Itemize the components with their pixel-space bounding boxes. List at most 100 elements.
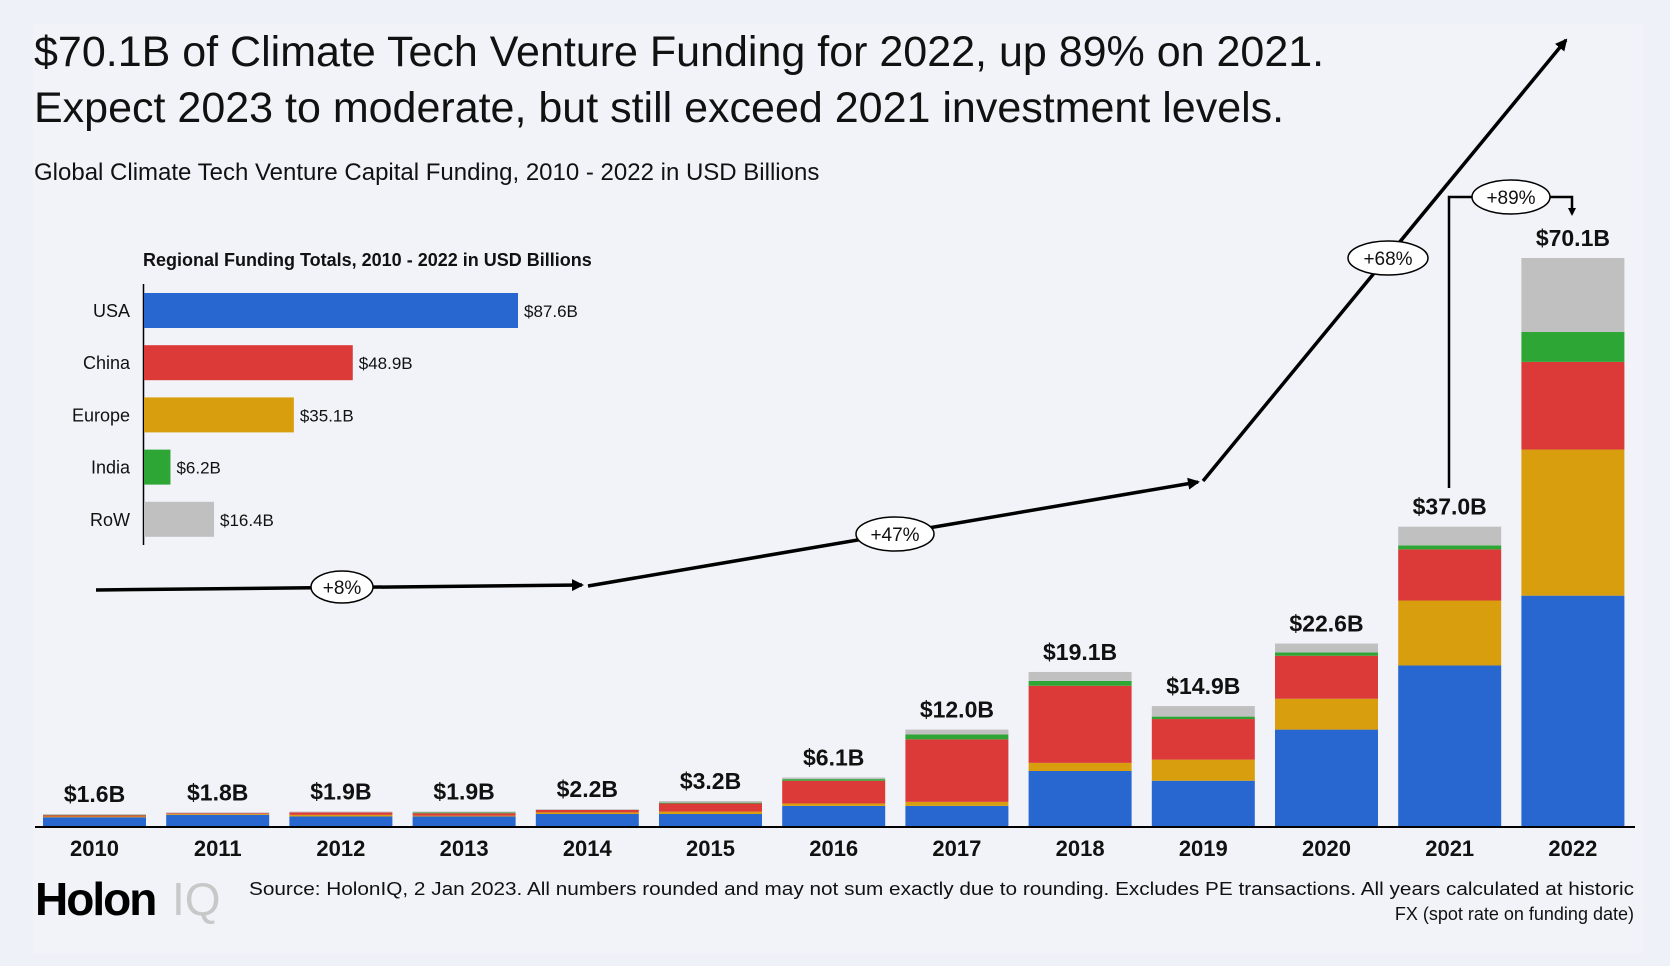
bar-total-label-2014: $2.2B <box>557 776 618 802</box>
bar-segment-usa-2013 <box>412 816 516 827</box>
bar-segment-europe-2021 <box>1398 600 1502 666</box>
bar-segment-europe-2019 <box>1151 759 1255 781</box>
inset-bar-india <box>144 449 171 485</box>
bar-segment-usa-2016 <box>782 805 886 827</box>
bar-segment-china-2011 <box>166 813 270 815</box>
inset-category-label-europe: Europe <box>72 405 130 425</box>
main-stacked-bar-chart: $1.6B 2010 $1.8B 2011 $1.9B 2012 $1.9B 2013 $2.2… <box>43 225 1625 861</box>
bar-total-label-2017: $12.0B <box>920 697 994 723</box>
bar-segment-usa-2014 <box>535 814 639 827</box>
title-line-2: Expect 2023 to moderate, but still excee… <box>34 84 1284 132</box>
bar-segment-china-2018 <box>1028 685 1132 763</box>
svg-text:+8%: +8% <box>323 578 362 599</box>
growth-badge-89: +89% <box>1471 179 1551 215</box>
x-tick-label-2019: 2019 <box>1179 836 1228 861</box>
x-tick-label-2017: 2017 <box>932 836 981 861</box>
bar-total-label-2021: $37.0B <box>1413 494 1487 520</box>
bar-segment-europe-2020 <box>1275 698 1378 730</box>
inset-title: Regional Funding Totals, 2010 - 2022 in … <box>143 250 592 270</box>
inset-value-label-usa: $87.6B <box>524 302 578 321</box>
bar-segment-china-2015 <box>659 803 762 812</box>
inset-bar-row <box>144 501 215 537</box>
x-tick-label-2015: 2015 <box>686 836 735 861</box>
inset-category-label-india: India <box>91 458 131 478</box>
bar-total-label-2011: $1.8B <box>187 779 248 805</box>
bar-segment-row-2015 <box>659 801 762 803</box>
svg-text:+89%: +89% <box>1486 188 1535 209</box>
bar-segment-row-2012 <box>289 811 393 813</box>
bar-segment-india-2022 <box>1521 331 1625 362</box>
bar-segment-usa-2015 <box>659 814 762 827</box>
bar-segment-india-2015 <box>659 802 762 804</box>
bar-segment-china-2014 <box>535 809 639 813</box>
inset-category-label-row: RoW <box>90 510 130 530</box>
bar-segment-india-2021 <box>1398 545 1502 550</box>
title-line-1: $70.1B of Climate Tech Venture Funding f… <box>34 28 1324 76</box>
bar-segment-india-2013 <box>412 812 516 814</box>
x-tick-label-2022: 2022 <box>1548 836 1597 861</box>
bar-segment-europe-2018 <box>1028 762 1132 771</box>
bar-total-label-2016: $6.1B <box>803 744 864 770</box>
bar-segment-usa-2011 <box>166 814 270 827</box>
bar-segment-india-2020 <box>1275 652 1378 656</box>
bar-total-label-2013: $1.9B <box>433 779 494 805</box>
bar-segment-china-2017 <box>905 739 1009 802</box>
growth-badge-47: +47% <box>855 516 935 552</box>
bar-total-label-2010: $1.6B <box>64 781 125 807</box>
holon-iq-logo: Holon IQ <box>35 873 221 925</box>
bar-total-label-2019: $14.9B <box>1166 673 1240 699</box>
svg-text:IQ: IQ <box>172 873 221 925</box>
bar-segment-china-2021 <box>1398 549 1502 601</box>
bar-segment-usa-2012 <box>289 816 393 827</box>
growth-badge-68: +68% <box>1347 240 1429 276</box>
bar-total-label-2022: $70.1B <box>1536 225 1610 251</box>
bar-segment-china-2019 <box>1151 719 1255 760</box>
bar-segment-china-2016 <box>782 780 886 804</box>
bar-segment-europe-2011 <box>166 814 270 815</box>
bar-segment-india-2016 <box>782 779 886 781</box>
x-tick-label-2011: 2011 <box>194 836 242 861</box>
bar-segment-row-2013 <box>412 811 516 813</box>
bar-segment-china-2013 <box>412 813 516 816</box>
bar-segment-row-2016 <box>782 777 886 780</box>
inset-value-label-india: $6.2B <box>176 459 220 478</box>
bar-segment-china-2022 <box>1521 361 1625 450</box>
x-tick-label-2021: 2021 <box>1425 836 1474 861</box>
bar-segment-row-2014 <box>535 809 639 810</box>
bar-segment-row-2011 <box>166 812 270 814</box>
inset-bar-usa <box>144 293 518 328</box>
x-tick-label-2012: 2012 <box>316 836 365 861</box>
bar-segment-india-2017 <box>905 734 1009 740</box>
subtitle: Global Climate Tech Venture Capital Fund… <box>34 159 819 186</box>
bar-segment-row-2018 <box>1028 671 1132 681</box>
bar-segment-usa-2022 <box>1521 595 1625 827</box>
growth-badge-8: +8% <box>310 570 374 604</box>
inset-value-label-china: $48.9B <box>359 354 413 373</box>
inset-value-label-row: $16.4B <box>220 511 274 530</box>
bar-segment-row-2010 <box>43 814 146 815</box>
bar-segment-europe-2022 <box>1521 449 1625 596</box>
source-note-line-2: FX (spot rate on funding date) <box>1395 904 1634 924</box>
bar-segment-usa-2021 <box>1398 665 1502 827</box>
x-tick-label-2016: 2016 <box>809 836 858 861</box>
bar-segment-india-2018 <box>1028 680 1132 686</box>
bar-total-label-2015: $3.2B <box>680 768 741 794</box>
bar-segment-europe-2014 <box>535 812 639 815</box>
bar-segment-europe-2010 <box>43 816 146 818</box>
bar-segment-china-2012 <box>289 812 393 815</box>
inset-category-label-china: China <box>83 353 131 373</box>
bar-total-label-2012: $1.9B <box>310 779 371 805</box>
bar-segment-usa-2019 <box>1151 780 1255 827</box>
bar-segment-europe-2012 <box>289 814 393 817</box>
bar-segment-usa-2017 <box>905 805 1009 827</box>
svg-text:Holon: Holon <box>35 873 155 925</box>
bar-segment-china-2020 <box>1275 655 1378 699</box>
x-tick-label-2014: 2014 <box>563 836 613 861</box>
bar-segment-usa-2020 <box>1275 729 1378 827</box>
inset-value-label-europe: $35.1B <box>300 406 354 425</box>
svg-text:+68%: +68% <box>1363 249 1412 270</box>
x-tick-label-2020: 2020 <box>1302 836 1351 861</box>
bar-segment-usa-2018 <box>1028 770 1132 827</box>
bar-segment-row-2020 <box>1275 643 1378 653</box>
